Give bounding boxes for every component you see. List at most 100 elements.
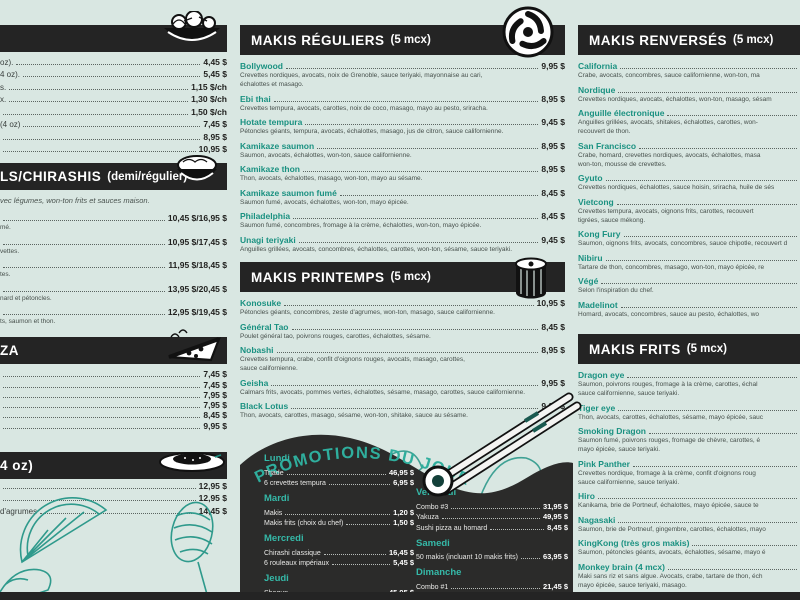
menu-item-row: Vietcong <box>578 196 800 207</box>
left-column: oz). 4,45 $ 4 oz). 5,45 $ s. 1,15 $/ch x. 1,30 … <box>0 0 227 600</box>
promo-item-price: 21,45 $ <box>542 581 568 591</box>
promo-day-label: Dimanche <box>416 567 462 578</box>
menu-item-desc: Crevettes nordiques, avocats, noix de Gr… <box>240 72 483 79</box>
menu-item-row: Nobashi 8,95 $ <box>240 344 565 355</box>
promo-item-name: Triade <box>264 469 284 477</box>
menu-item: California Crabe, avocats, concombres, sa… <box>578 60 800 80</box>
dotted-leader <box>291 328 539 330</box>
menu-item-desc: Saumon fumé, poivrons rouges, fromage de… <box>578 437 761 444</box>
menu-item: Monkey brain (4 mcx) Maki sans riz et san… <box>578 561 800 590</box>
menu-item-desc: Crevettes nordiques, avocats, échalottes… <box>578 95 772 103</box>
menu-item-desc: Crevettes tempura, crabe, confit d'oigno… <box>240 356 465 363</box>
menu-item-name: Bollywood <box>240 61 283 71</box>
menu-item-name: Nibiru <box>578 252 603 263</box>
menu-item-name: Nordique <box>578 84 616 95</box>
dotted-leader <box>40 512 196 514</box>
menu-item-price: 8,45 $ <box>541 321 565 332</box>
dotted-leader <box>3 220 165 221</box>
menu-item-price: 7,95 $ <box>203 400 227 411</box>
dotted-leader <box>317 147 539 149</box>
menu-item-name: Kamikaze saumon <box>240 140 315 151</box>
dotted-leader <box>273 100 539 102</box>
promo-item-price: 1,20 $ <box>393 507 414 517</box>
chopsticks-maki-icon <box>422 392 582 497</box>
promo-item-name: Chirashi classique <box>264 549 321 557</box>
dotted-leader <box>490 528 545 530</box>
menu-item: Kong Fury Saumon, oignons frits, avocats,… <box>578 228 800 248</box>
dotted-leader <box>3 113 189 115</box>
menu-item-price: 10,95 $/17,45 $ <box>167 236 227 247</box>
promo-item-name: 6 rouleaux impériaux <box>264 560 329 567</box>
menu-item-price: 11,95 $/18,45 $ <box>168 260 227 270</box>
makis-frits-list: Dragon eye Saumon, poivrons rouges, froma… <box>578 369 800 593</box>
shrimp-skewer-icon <box>170 501 214 599</box>
dotted-leader <box>627 377 797 378</box>
section-title: MAKIS PRINTEMPS <box>251 269 385 285</box>
menu-item-row: KingKong (très gros makis) <box>578 537 800 548</box>
menu-item-desc: sauce californienne. <box>240 365 298 372</box>
menu-item-price: 14,45 $ <box>198 505 227 516</box>
menu-item-row: Unagi teriyaki 9,45 $ <box>240 234 565 245</box>
menu-item-price: 1,50 $/ch <box>191 106 227 117</box>
dotted-leader <box>276 352 539 353</box>
menu-item-name: Konosuke <box>240 298 282 308</box>
menu-item-price: 8,45 $ <box>541 211 565 221</box>
dotted-leader <box>303 171 539 172</box>
dotted-leader <box>3 138 201 140</box>
menu-item-row: Smoking Dragon <box>578 425 800 436</box>
menu-item-name: (4 oz) <box>0 120 21 129</box>
menu-item-price: 9,45 $ <box>541 117 565 127</box>
promo-item-name: Sushi pizza au homard <box>416 524 488 532</box>
menu-item-name: 4 oz). <box>0 70 21 79</box>
menu-item-desc: Saumon fumé, avocats, échalottes, won-to… <box>240 198 409 206</box>
dotted-leader <box>451 587 540 589</box>
menu-item-desc: Maki sans riz et sans algue. Avocats, cr… <box>578 572 763 580</box>
menu-item-desc: tes. <box>0 271 11 278</box>
menu-item-row: Anguille électronique <box>578 107 800 118</box>
menu-item-row: 13,95 $/20,45 $ <box>0 283 227 294</box>
dotted-leader <box>601 283 797 284</box>
menu-item-row: (4 oz) 7,45 $ <box>0 119 227 129</box>
promo-item-row: Chirashi classique 16,45 $ <box>264 546 414 557</box>
dotted-leader <box>3 487 196 489</box>
dotted-leader <box>3 290 165 292</box>
menu-item-desc: Saumon, avocats, échalottes, won-ton, sa… <box>240 151 412 159</box>
menu-item: 7,45 $ <box>0 379 227 390</box>
tartares-header-bar: 4 oz) <box>0 452 227 479</box>
dotted-leader <box>328 484 391 485</box>
menu-item-row: Philadelphia 8,45 $ <box>240 210 565 221</box>
menu-item-desc: Saumon, pétoncles géants, avocats, échal… <box>578 549 766 556</box>
menu-item: 12,95 $ <box>0 480 227 491</box>
section-portion: (5 mcx) <box>686 343 728 355</box>
promo-day-label: Mardi <box>264 493 290 504</box>
menu-item: oz). 4,45 $ <box>0 56 227 67</box>
menu-item-name: KingKong (très gros makis) <box>578 538 690 548</box>
menu-item-row: 12,95 $ <box>0 493 227 503</box>
section-portion: (demi/régulier) <box>107 170 188 183</box>
menu-item: Nobashi 8,95 $ Crevettes tempura, crabe, c… <box>240 344 565 373</box>
promo-panel-wave <box>240 434 573 600</box>
promo-item-price: 5,45 $ <box>393 558 414 567</box>
promo-item-name: Makis <box>264 509 283 517</box>
menu-item: Kamikaze thon 8,95 $ Thon, avocats, échalo… <box>240 163 565 183</box>
menu-item-price: 13,95 $/20,45 $ <box>167 283 227 294</box>
menu-item-name: Pink Panther <box>578 458 630 469</box>
section-portion: (5 mcx) <box>733 34 774 46</box>
promo-item-price: 16,45 $ <box>388 547 414 557</box>
section-title: MAKIS FRITS <box>589 341 681 357</box>
promo-day-label: Lundi <box>264 453 290 464</box>
promo-item-row: 6 crevettes tempura 6,95 $ <box>264 477 414 487</box>
promo-item-price: 6,95 $ <box>393 478 414 487</box>
makis-reguliers-list: Bollywood 9,95 $ Crevettes nordiques, avoc… <box>240 60 565 257</box>
promo-item-name: Combo #1 <box>416 583 449 591</box>
dotted-leader <box>623 236 797 237</box>
menu-item-name: Unagi teriyaki <box>240 234 296 245</box>
menu-item-name: Nobashi <box>240 345 274 355</box>
menu-item-price: 12,95 $ <box>198 493 227 503</box>
menu-item-row: 12,95 $/19,45 $ <box>0 306 227 317</box>
menu-item-desc: mayo épicée, sauce teriyaki, masago. <box>578 581 687 589</box>
dotted-leader <box>3 314 165 315</box>
promo-day-label: Samedi <box>416 537 450 549</box>
menu-item: d'agrumes 14,45 $ <box>0 505 227 516</box>
bottom-border-bar <box>0 592 800 600</box>
